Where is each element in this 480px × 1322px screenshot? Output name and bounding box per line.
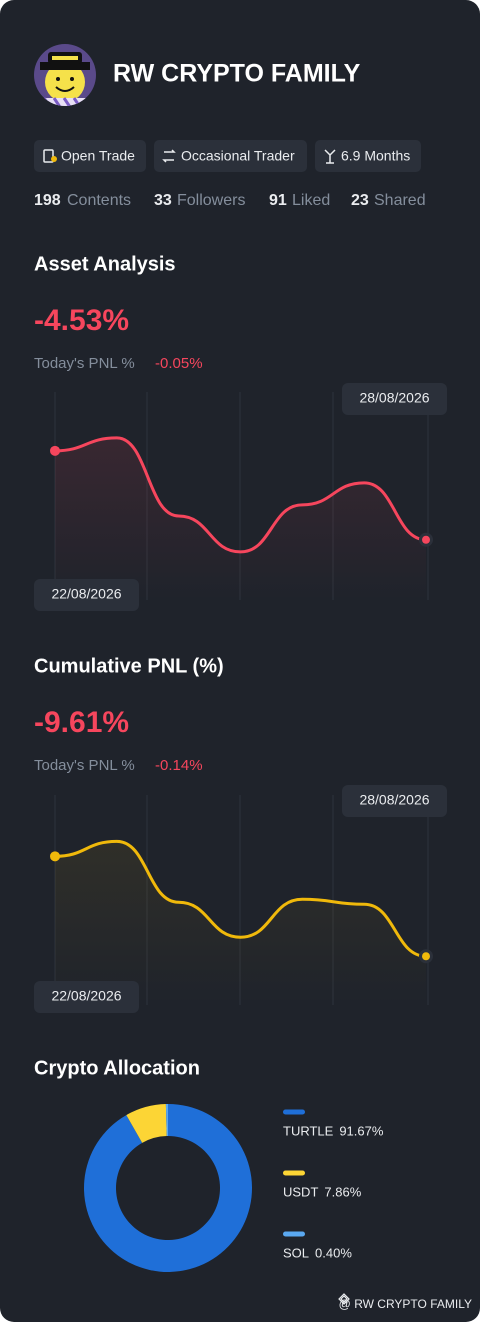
section-title: Crypto Allocation bbox=[34, 1057, 200, 1079]
legend-swatch bbox=[283, 1170, 305, 1176]
date-tooltip bbox=[342, 383, 447, 415]
donut-slice bbox=[126, 1104, 167, 1143]
start-dot bbox=[50, 445, 60, 456]
tag-pill bbox=[154, 140, 307, 172]
today-value: -0.14% bbox=[155, 757, 203, 774]
legend-name: SOL bbox=[283, 1245, 309, 1260]
line bbox=[54, 436, 427, 554]
legend-value: 7.86% bbox=[324, 1184, 361, 1199]
date-tooltip-text: 28/08/2026 bbox=[359, 792, 429, 808]
section-title: Cumulative PNL (%) bbox=[34, 655, 224, 677]
stat-label: Followers bbox=[177, 192, 245, 209]
area bbox=[55, 841, 426, 1005]
date-tooltip-text: 22/08/2026 bbox=[51, 586, 121, 602]
donut-slice bbox=[165, 1104, 168, 1137]
profile-name: RW CRYPTO FAMILY bbox=[113, 60, 361, 88]
avatar bbox=[34, 44, 96, 106]
legend-name: TURTLE bbox=[283, 1123, 334, 1138]
stat-value: 198 bbox=[34, 192, 61, 209]
stat-label: Contents bbox=[67, 192, 131, 209]
end-dot-core bbox=[422, 952, 430, 961]
line bbox=[54, 839, 427, 958]
today-label: Today's PNL % bbox=[34, 355, 135, 372]
date-tooltip bbox=[34, 981, 139, 1013]
today-value: -0.05% bbox=[155, 355, 203, 372]
tag: Open Trade bbox=[61, 148, 135, 164]
tag: 6.9 Months bbox=[341, 148, 410, 164]
tag: Occasional Trader bbox=[181, 148, 295, 164]
donut-slice bbox=[84, 1104, 253, 1272]
stat-label: Liked bbox=[292, 192, 330, 209]
legend-value: 0.40% bbox=[315, 1245, 352, 1260]
footer: @ RW CRYPTO FAMILY bbox=[339, 1297, 472, 1311]
tag-pill bbox=[34, 140, 146, 172]
today-label: Today's PNL % bbox=[34, 757, 135, 774]
date-tooltip bbox=[342, 785, 447, 817]
end-dot-core bbox=[422, 535, 430, 544]
stat-label: Shared bbox=[374, 192, 426, 209]
tag-icons bbox=[43, 149, 336, 164]
footer-icon bbox=[338, 1293, 350, 1305]
legend-name: USDT bbox=[283, 1184, 318, 1199]
date-tooltip bbox=[34, 579, 139, 611]
stat-value: 23 bbox=[351, 192, 369, 209]
legend-swatch bbox=[283, 1109, 305, 1115]
start-dot bbox=[50, 851, 60, 862]
section-title: Asset Analysis bbox=[34, 253, 176, 275]
date-tooltip-text: 28/08/2026 bbox=[359, 390, 429, 406]
stat-value: 91 bbox=[269, 192, 287, 209]
headline: -9.61% bbox=[34, 706, 129, 739]
date-tooltip-text: 22/08/2026 bbox=[51, 988, 121, 1004]
legend-value: 91.67% bbox=[339, 1123, 384, 1138]
stat-value: 33 bbox=[154, 192, 172, 209]
headline: -4.53% bbox=[34, 304, 129, 337]
tag-pill bbox=[315, 140, 421, 172]
legend-swatch bbox=[283, 1231, 305, 1237]
